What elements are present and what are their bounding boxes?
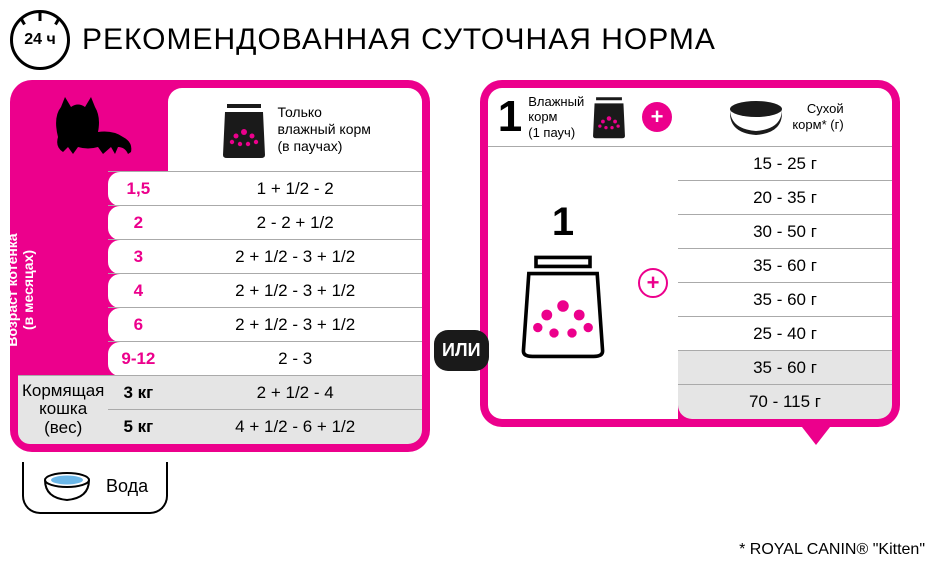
dry-val: 25 - 40 г	[678, 317, 892, 351]
wet-val: 1 + 1/2 - 2	[168, 172, 422, 206]
age-axis-label: Возраст котенка (в месяцах)	[4, 170, 36, 410]
plus-body: +	[638, 147, 678, 419]
pouch-icon	[590, 93, 628, 141]
age-cell: 2	[108, 206, 168, 240]
page-title: РЕКОМЕНДОВАННАЯ СУТОЧНАЯ НОРМА	[82, 23, 716, 57]
wet-food-header: Только влажный корм (в паучах)	[168, 88, 422, 172]
cat-icon-cell	[18, 88, 168, 172]
wet-label-right: Влажный корм (1 пауч)	[528, 94, 584, 141]
wet-header-right: 1 Влажный корм (1 пауч)	[488, 88, 638, 147]
clock-icon: 24 ч	[10, 10, 70, 70]
dry-val: 20 - 35 г	[678, 181, 892, 215]
one-label: 1	[498, 92, 522, 142]
age-cell: 6	[108, 308, 168, 342]
or-badge: ИЛИ	[434, 330, 489, 371]
dry-val: 30 - 50 г	[678, 215, 892, 249]
age-cell: 9-12	[108, 342, 168, 376]
dry-label: Сухой корм* (г)	[792, 101, 843, 132]
dry-val: 35 - 60 г	[678, 283, 892, 317]
water-label: Вода	[106, 476, 148, 497]
cat-silhouette-icon	[43, 92, 143, 162]
age-cell: 3	[108, 240, 168, 274]
wet-only-panel: Возраст котенка (в месяцах) Только влажн…	[10, 80, 430, 452]
dry-header: Сухой корм* (г)	[678, 88, 892, 147]
footnote: * ROYAL CANIN® "Kitten"	[739, 541, 925, 559]
center-one: 1	[488, 200, 638, 245]
header: 24 ч РЕКОМЕНДОВАННАЯ СУТОЧНАЯ НОРМА	[10, 10, 935, 70]
center-pouch-cell: 1	[488, 147, 638, 419]
water-bowl-icon	[42, 470, 92, 504]
pouch-icon	[219, 100, 269, 160]
bowl-icon	[726, 99, 786, 135]
nursing-val: 4 + 1/2 - 6 + 1/2	[168, 410, 422, 444]
water-box: Вода	[22, 462, 168, 514]
plus-header: +	[638, 88, 678, 147]
wet-val: 2 - 2 + 1/2	[168, 206, 422, 240]
pouch-large-icon	[518, 251, 608, 361]
plus-icon: +	[638, 268, 668, 298]
wet-val: 2 + 1/2 - 3 + 1/2	[168, 240, 422, 274]
dry-nursing-val: 35 - 60 г	[678, 351, 892, 385]
nursing-weight: 5 кг	[108, 410, 168, 444]
wet-food-header-text: Только влажный корм (в паучах)	[277, 104, 370, 154]
dry-val: 35 - 60 г	[678, 249, 892, 283]
nursing-weight: 3 кг	[108, 376, 168, 410]
dry-val: 15 - 25 г	[678, 147, 892, 181]
clock-label: 24 ч	[24, 31, 56, 49]
wet-val: 2 + 1/2 - 3 + 1/2	[168, 274, 422, 308]
arrow-down-icon	[802, 427, 830, 445]
plus-icon: +	[642, 102, 672, 132]
dry-nursing-val: 70 - 115 г	[678, 385, 892, 419]
age-cell: 4	[108, 274, 168, 308]
wet-val: 2 - 3	[168, 342, 422, 376]
age-cell: 1,5	[108, 172, 168, 206]
nursing-val: 2 + 1/2 - 4	[168, 376, 422, 410]
wet-val: 2 + 1/2 - 3 + 1/2	[168, 308, 422, 342]
mixed-feeding-panel: 1 Влажный корм (1 пауч) +	[480, 80, 900, 427]
content-area: Возраст котенка (в месяцах) Только влажн…	[10, 80, 935, 452]
